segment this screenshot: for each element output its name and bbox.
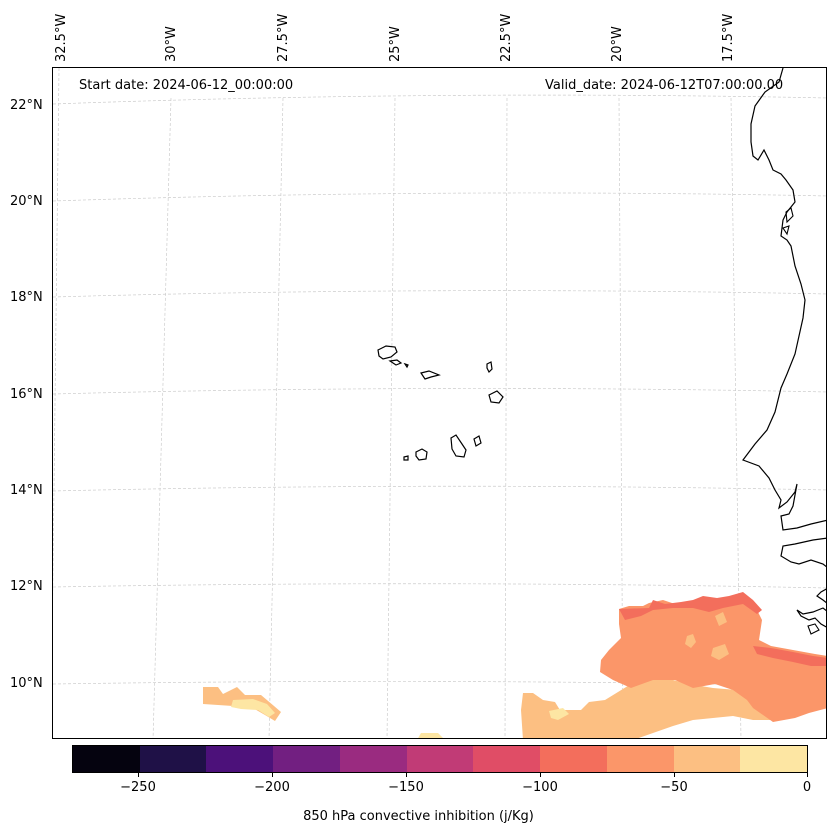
- lat-label-14n: 14°N: [10, 483, 43, 498]
- west-africa-coastline: [742, 68, 826, 628]
- lon-label-17-5w: 17.5°W: [721, 13, 736, 62]
- colorbar-ticklabel-m250: −250: [120, 780, 156, 795]
- colorbar: [72, 745, 808, 773]
- colorbar-ticklabel-0: 0: [802, 780, 812, 795]
- colorbar-segment-1: [139, 746, 207, 772]
- cin-contour-east-light-spot-a: [685, 634, 696, 648]
- colorbar-ticklabel-m50: −50: [660, 780, 688, 795]
- cin-contour-east-light: [521, 678, 788, 738]
- cin-contour-east-light-spot-b: [711, 644, 729, 660]
- cin-contour-west-inner: [231, 699, 275, 717]
- coast-island-c: [807, 623, 820, 635]
- gridline-lat-12n: [53, 583, 826, 589]
- colorbar-segment-10: [740, 746, 808, 772]
- colorbar-segment-2: [206, 746, 274, 772]
- colorbar-tick-m250: [138, 773, 139, 777]
- colorbar-segment-8: [606, 746, 674, 772]
- colorbar-tick-m100: [540, 773, 541, 777]
- colorbar-tick-0: [807, 773, 808, 777]
- lon-label-25w: 25°W: [388, 26, 403, 62]
- island-boa-vista: [488, 390, 504, 404]
- island-sao-vicente: [388, 359, 403, 366]
- lon-label-27-5w: 27.5°W: [276, 13, 291, 62]
- cin-contour-east-light-spot-c: [715, 612, 727, 626]
- lat-label-18n: 18°N: [10, 290, 43, 305]
- gridline-lon-22-5w: [504, 97, 508, 738]
- lon-label-32-5w: 32.5°W: [54, 13, 69, 62]
- island-sao-nicolau: [420, 370, 441, 380]
- gridline-lon-27-5w: [268, 97, 284, 738]
- colorbar-segment-0: [73, 746, 140, 772]
- gridline-lat-10n: [53, 681, 826, 687]
- cape-verde-islands: [377, 345, 504, 461]
- lon-label-30w: 30°W: [164, 26, 179, 62]
- lat-label-20n: 20°N: [10, 194, 43, 209]
- colorbar-tick-m50: [674, 773, 675, 777]
- coast-island-a: [785, 207, 794, 224]
- lon-label-22-5w: 22.5°W: [499, 13, 514, 62]
- coast-island-b: [782, 225, 790, 236]
- colorbar-ticklabel-m150: −150: [388, 780, 424, 795]
- gridline-lon-30w: [152, 97, 172, 738]
- cin-contour-south: [418, 733, 443, 738]
- cin-contour-east-orange: [600, 598, 826, 722]
- gridline-lat-22n: [53, 94, 826, 105]
- lat-label-22n: 22°N: [10, 98, 43, 113]
- colorbar-segment-6: [473, 746, 541, 772]
- colorbar-segment-9: [673, 746, 741, 772]
- gridline-lat-16n: [53, 388, 826, 395]
- colorbar-segment-3: [273, 746, 340, 772]
- cin-contour-east-lightest: [549, 708, 569, 720]
- map-canvas: [53, 68, 826, 738]
- cin-field: [203, 592, 826, 738]
- lat-label-12n: 12°N: [10, 579, 43, 594]
- colorbar-tick-m200: [272, 773, 273, 777]
- island-santa-luzia: [403, 362, 409, 369]
- gridline-lon-25w: [386, 97, 396, 738]
- colorbar-segment-5: [406, 746, 474, 772]
- lat-label-16n: 16°N: [10, 387, 43, 402]
- lat-label-10n: 10°N: [10, 676, 43, 691]
- island-santiago: [450, 434, 467, 458]
- island-maio: [473, 435, 482, 447]
- colorbar-ticklabel-m100: −100: [522, 780, 558, 795]
- island-fogo: [415, 448, 428, 461]
- cin-contour-east-red-east: [753, 646, 826, 666]
- colorbar-segment-7: [540, 746, 607, 772]
- colorbar-ticklabel-m200: −200: [254, 780, 290, 795]
- island-brava: [403, 455, 409, 461]
- island-santo-antao: [377, 345, 398, 360]
- gridline-lat-18n: [53, 290, 826, 298]
- cin-contour-east-red-north: [619, 592, 762, 620]
- colorbar-segment-4: [339, 746, 407, 772]
- colorbar-label: 850 hPa convective inhibition (j/Kg): [303, 809, 534, 824]
- gridline-lat-14n: [53, 485, 826, 492]
- gridline-lat-20n: [53, 192, 826, 202]
- gridline-lon-32-5w: [53, 68, 60, 602]
- colorbar-tick-m150: [406, 773, 407, 777]
- valid-date-label: Valid_date: 2024-06-12T07:00:00.00: [545, 78, 784, 93]
- map-area: [52, 67, 827, 739]
- lon-label-20w: 20°W: [610, 26, 625, 62]
- start-date-label: Start date: 2024-06-12_00:00:00: [79, 78, 294, 93]
- island-sal: [486, 361, 493, 374]
